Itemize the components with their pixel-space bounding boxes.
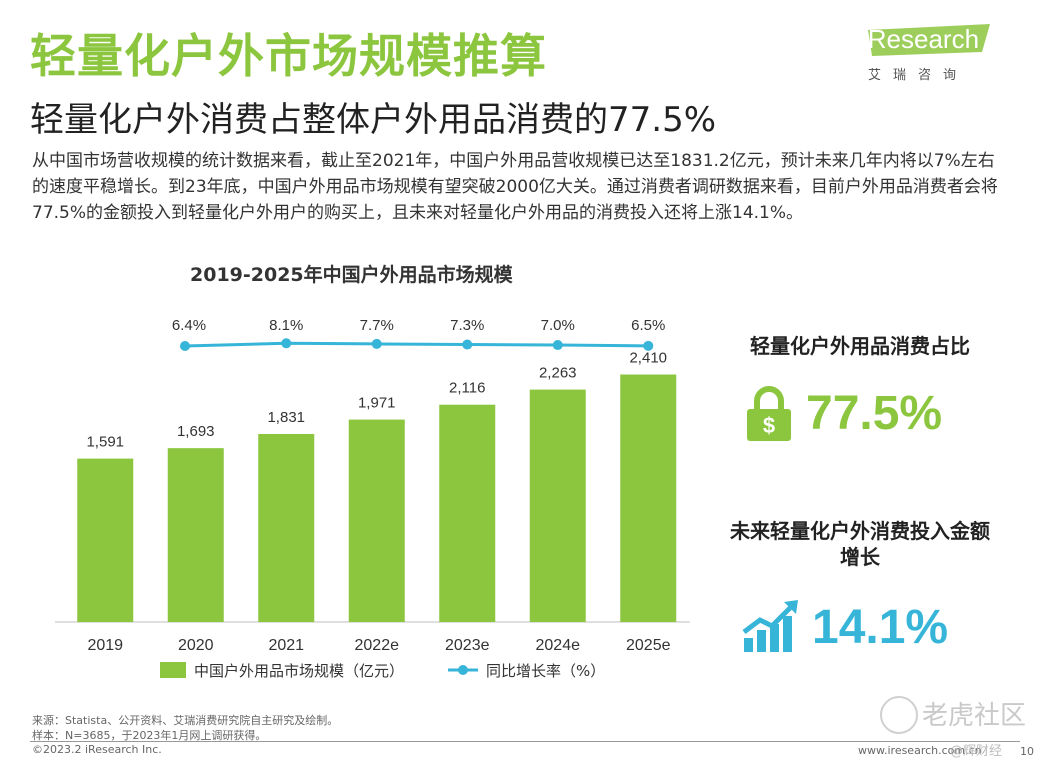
footer-sample: 样本：N=3685，于2023年1月网上调研获得。 xyxy=(32,729,267,742)
share-value: 77.5% xyxy=(806,387,943,440)
bar-value-label: 2,263 xyxy=(539,365,577,382)
chart-title: 2019-2025年中国户外用品市场规模 xyxy=(190,264,513,286)
bar-2024e xyxy=(529,389,586,622)
growth-rate-point xyxy=(643,340,654,351)
growth-value: 14.1% xyxy=(812,601,949,654)
growth-label: 未来轻量化户外消费投入金额增长 xyxy=(730,519,990,569)
growth-rate-label: 7.3% xyxy=(450,317,484,334)
legend-line-label: 同比增长率（%） xyxy=(486,662,605,680)
legend-bar-swatch xyxy=(160,662,186,678)
x-tick-label: 2025e xyxy=(626,637,671,654)
iresearch-logo: iResearch 艾瑞咨询 xyxy=(862,22,997,83)
watermark-account: @辉财经 xyxy=(950,744,1003,759)
growth-rate-point xyxy=(180,341,190,351)
logo-leaf-icon xyxy=(868,24,990,56)
page-title: 轻量化户外市场规模推算 xyxy=(30,29,547,83)
growth-rate-label: 7.0% xyxy=(541,317,575,334)
bar-value-label: 1,831 xyxy=(267,409,305,426)
bar-2021 xyxy=(258,433,315,622)
growth-rate-label: 8.1% xyxy=(269,317,303,334)
bar-value-label: 2,410 xyxy=(629,350,667,367)
bar-2023e xyxy=(439,404,496,622)
footer-divider xyxy=(30,741,1020,742)
footer-website[interactable]: www.iresearch.com.cn xyxy=(858,744,982,757)
bar-2020 xyxy=(167,448,224,622)
growth-rate-line xyxy=(184,341,649,348)
x-tick-label: 2023e xyxy=(445,637,490,654)
x-tick-label: 2019 xyxy=(87,637,123,654)
bar-value-label: 1,693 xyxy=(177,423,215,440)
x-tick-label: 2021 xyxy=(268,637,304,654)
growth-rate-point xyxy=(552,340,563,351)
x-tick-label: 2024e xyxy=(536,637,581,654)
legend-bar-label: 中国户外用品市场规模（亿元） xyxy=(194,662,404,680)
x-tick-label: 2020 xyxy=(178,637,214,654)
growth-trend-icon xyxy=(742,598,800,658)
growth-rate-point xyxy=(462,339,473,350)
svg-text:$: $ xyxy=(763,413,775,438)
footer-source: 来源：Statista、公开资料、艾瑞消费研究院自主研究及绘制。 xyxy=(32,714,339,727)
growth-rate-point xyxy=(371,338,382,349)
bar-2025e xyxy=(620,374,677,622)
footer-copyright: ©2023.2 iResearch Inc. xyxy=(32,743,162,756)
bar-value-label: 1,591 xyxy=(86,434,124,451)
bar-value-label: 1,971 xyxy=(358,395,396,412)
x-tick-label: 2022e xyxy=(355,637,400,654)
bar-2022e xyxy=(348,419,405,622)
logo-wordmark: iResearch xyxy=(862,24,980,54)
watermark-logo-icon xyxy=(880,696,918,734)
lock-dollar-icon: $ xyxy=(745,385,793,447)
share-label: 轻量化户外用品消费占比 xyxy=(750,334,970,358)
page-number: 10 xyxy=(1020,745,1034,758)
watermark-community: 老虎社区 xyxy=(922,701,1027,731)
growth-rate-point xyxy=(281,338,292,349)
growth-rate-label: 6.5% xyxy=(631,317,665,334)
growth-rate-label: 7.7% xyxy=(360,317,394,334)
bar-2019 xyxy=(77,458,134,622)
logo-chinese: 艾瑞咨询 xyxy=(868,68,969,83)
description-paragraph: 从中国市场营收规模的统计数据来看，截止至2021年，中国户外用品营收规模已达至1… xyxy=(32,151,998,223)
legend-line-marker xyxy=(458,665,468,675)
growth-rate-label: 6.4% xyxy=(172,317,206,334)
bar-value-label: 2,116 xyxy=(449,380,485,397)
page-subtitle: 轻量化户外消费占整体户外用品消费的77.5% xyxy=(30,100,717,140)
